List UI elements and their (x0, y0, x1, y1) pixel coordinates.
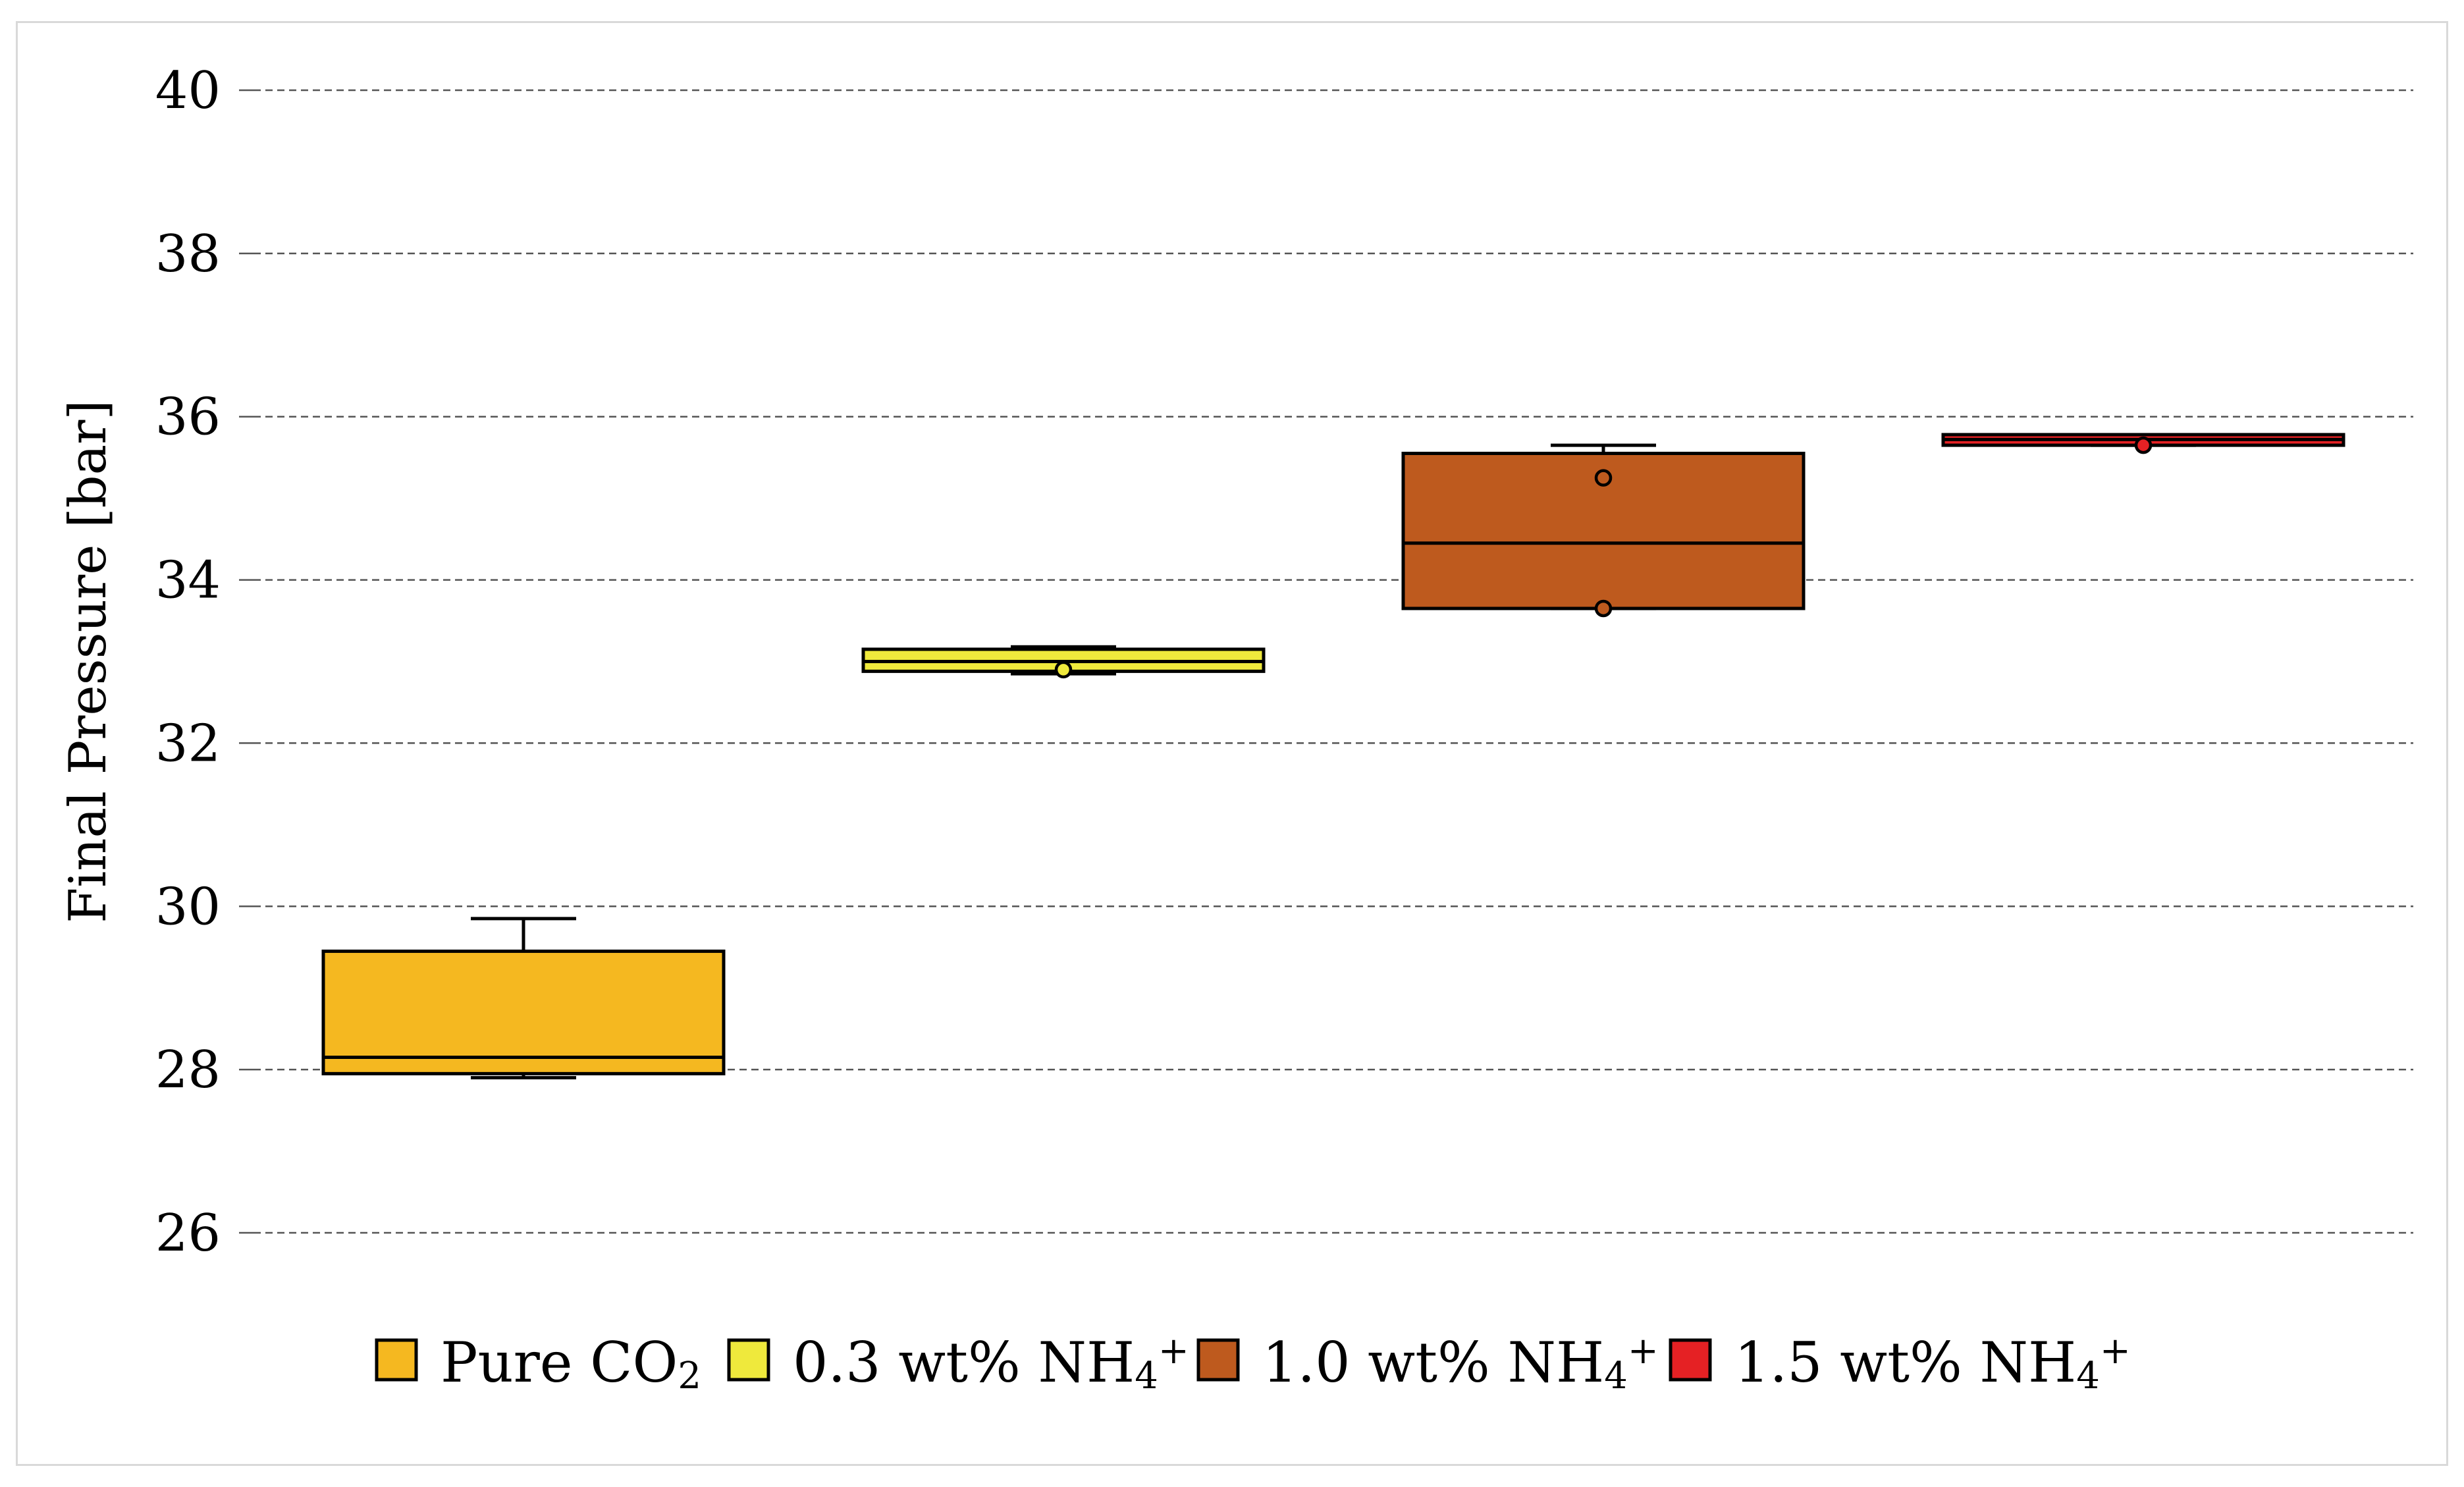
legend-item-3: 1.0 wt% NH4+ (1196, 1330, 1659, 1397)
legend-item-1: Pure CO2 (375, 1330, 701, 1397)
y-axis-ticks: 26 28 30 32 34 36 38 40 (155, 61, 221, 1263)
y-tick-label: 32 (155, 714, 221, 773)
box-2 (861, 645, 1266, 679)
y-tick-label: 28 (155, 1041, 221, 1100)
y-axis-title: Final Pressure [bar] (59, 400, 118, 923)
legend-swatch (727, 1338, 770, 1382)
legend-label: 1.0 wt% NH4+ (1262, 1330, 1659, 1397)
legend-swatch (1196, 1338, 1240, 1382)
legend-item-2: 0.3 wt% NH4+ (727, 1330, 1189, 1397)
legend-label: 1.5 wt% NH4+ (1734, 1330, 2131, 1397)
box-3 (1401, 443, 1806, 618)
legend-item-4: 1.5 wt% NH4+ (1669, 1330, 2131, 1397)
y-tick-label: 36 (155, 388, 221, 447)
box-4 (1941, 433, 2345, 454)
box-series (321, 433, 2345, 1080)
legend-swatch (1669, 1338, 1712, 1382)
data-point (1594, 469, 1613, 487)
data-point (1054, 661, 1073, 679)
box-1 (321, 917, 726, 1080)
y-tick-label: 30 (155, 877, 221, 936)
legend: Pure CO2 0.3 wt% NH4+ 1.0 wt% NH4+ 1.5 wt% … (375, 1330, 2131, 1397)
legend-swatch (375, 1338, 418, 1382)
box-body (321, 949, 726, 1075)
data-point (2134, 436, 2153, 454)
y-tick-label: 34 (155, 551, 221, 610)
y-tick-label: 40 (155, 61, 221, 121)
legend-label: 0.3 wt% NH4+ (793, 1330, 1189, 1397)
legend-label: Pure CO2 (441, 1330, 701, 1397)
y-tick-label: 26 (155, 1204, 221, 1263)
y-tick-label: 38 (155, 225, 221, 284)
data-point (1594, 599, 1613, 618)
